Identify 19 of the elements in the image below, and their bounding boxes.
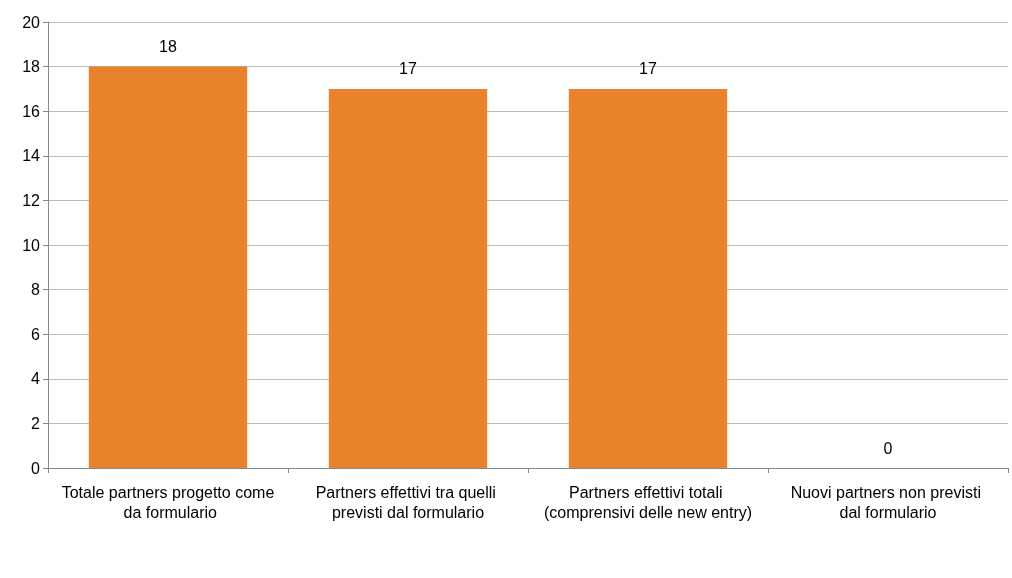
y-tick-label: 20 (22, 13, 41, 31)
y-tick-label: 10 (22, 236, 41, 254)
data-label: 17 (399, 60, 417, 78)
y-tick-label: 18 (22, 58, 41, 76)
x-tick-label: Partners effettivi tra quelli previsti dal formulario (315, 483, 501, 521)
data-label: 18 (159, 38, 177, 56)
x-tick-label: Partners effettivi totali (comprensivi delle new entry) (543, 483, 753, 521)
y-tick-label: 2 (31, 414, 41, 432)
y-tick-label: 16 (22, 102, 41, 120)
data-label: 0 (883, 439, 893, 457)
y-tick-label: 8 (31, 281, 41, 299)
y-tick-label: 0 (31, 459, 41, 477)
y-tick-label: 14 (22, 147, 41, 165)
x-tick-label: Nuovi partners non previsti dal formulario (790, 483, 986, 521)
y-tick-label: 6 (31, 325, 41, 343)
data-label: 17 (639, 60, 657, 78)
x-tick-label: Totale partners progetto come da formulario (61, 483, 275, 521)
y-tick-label: 12 (22, 191, 41, 209)
y-tick-label: 4 (31, 370, 41, 388)
